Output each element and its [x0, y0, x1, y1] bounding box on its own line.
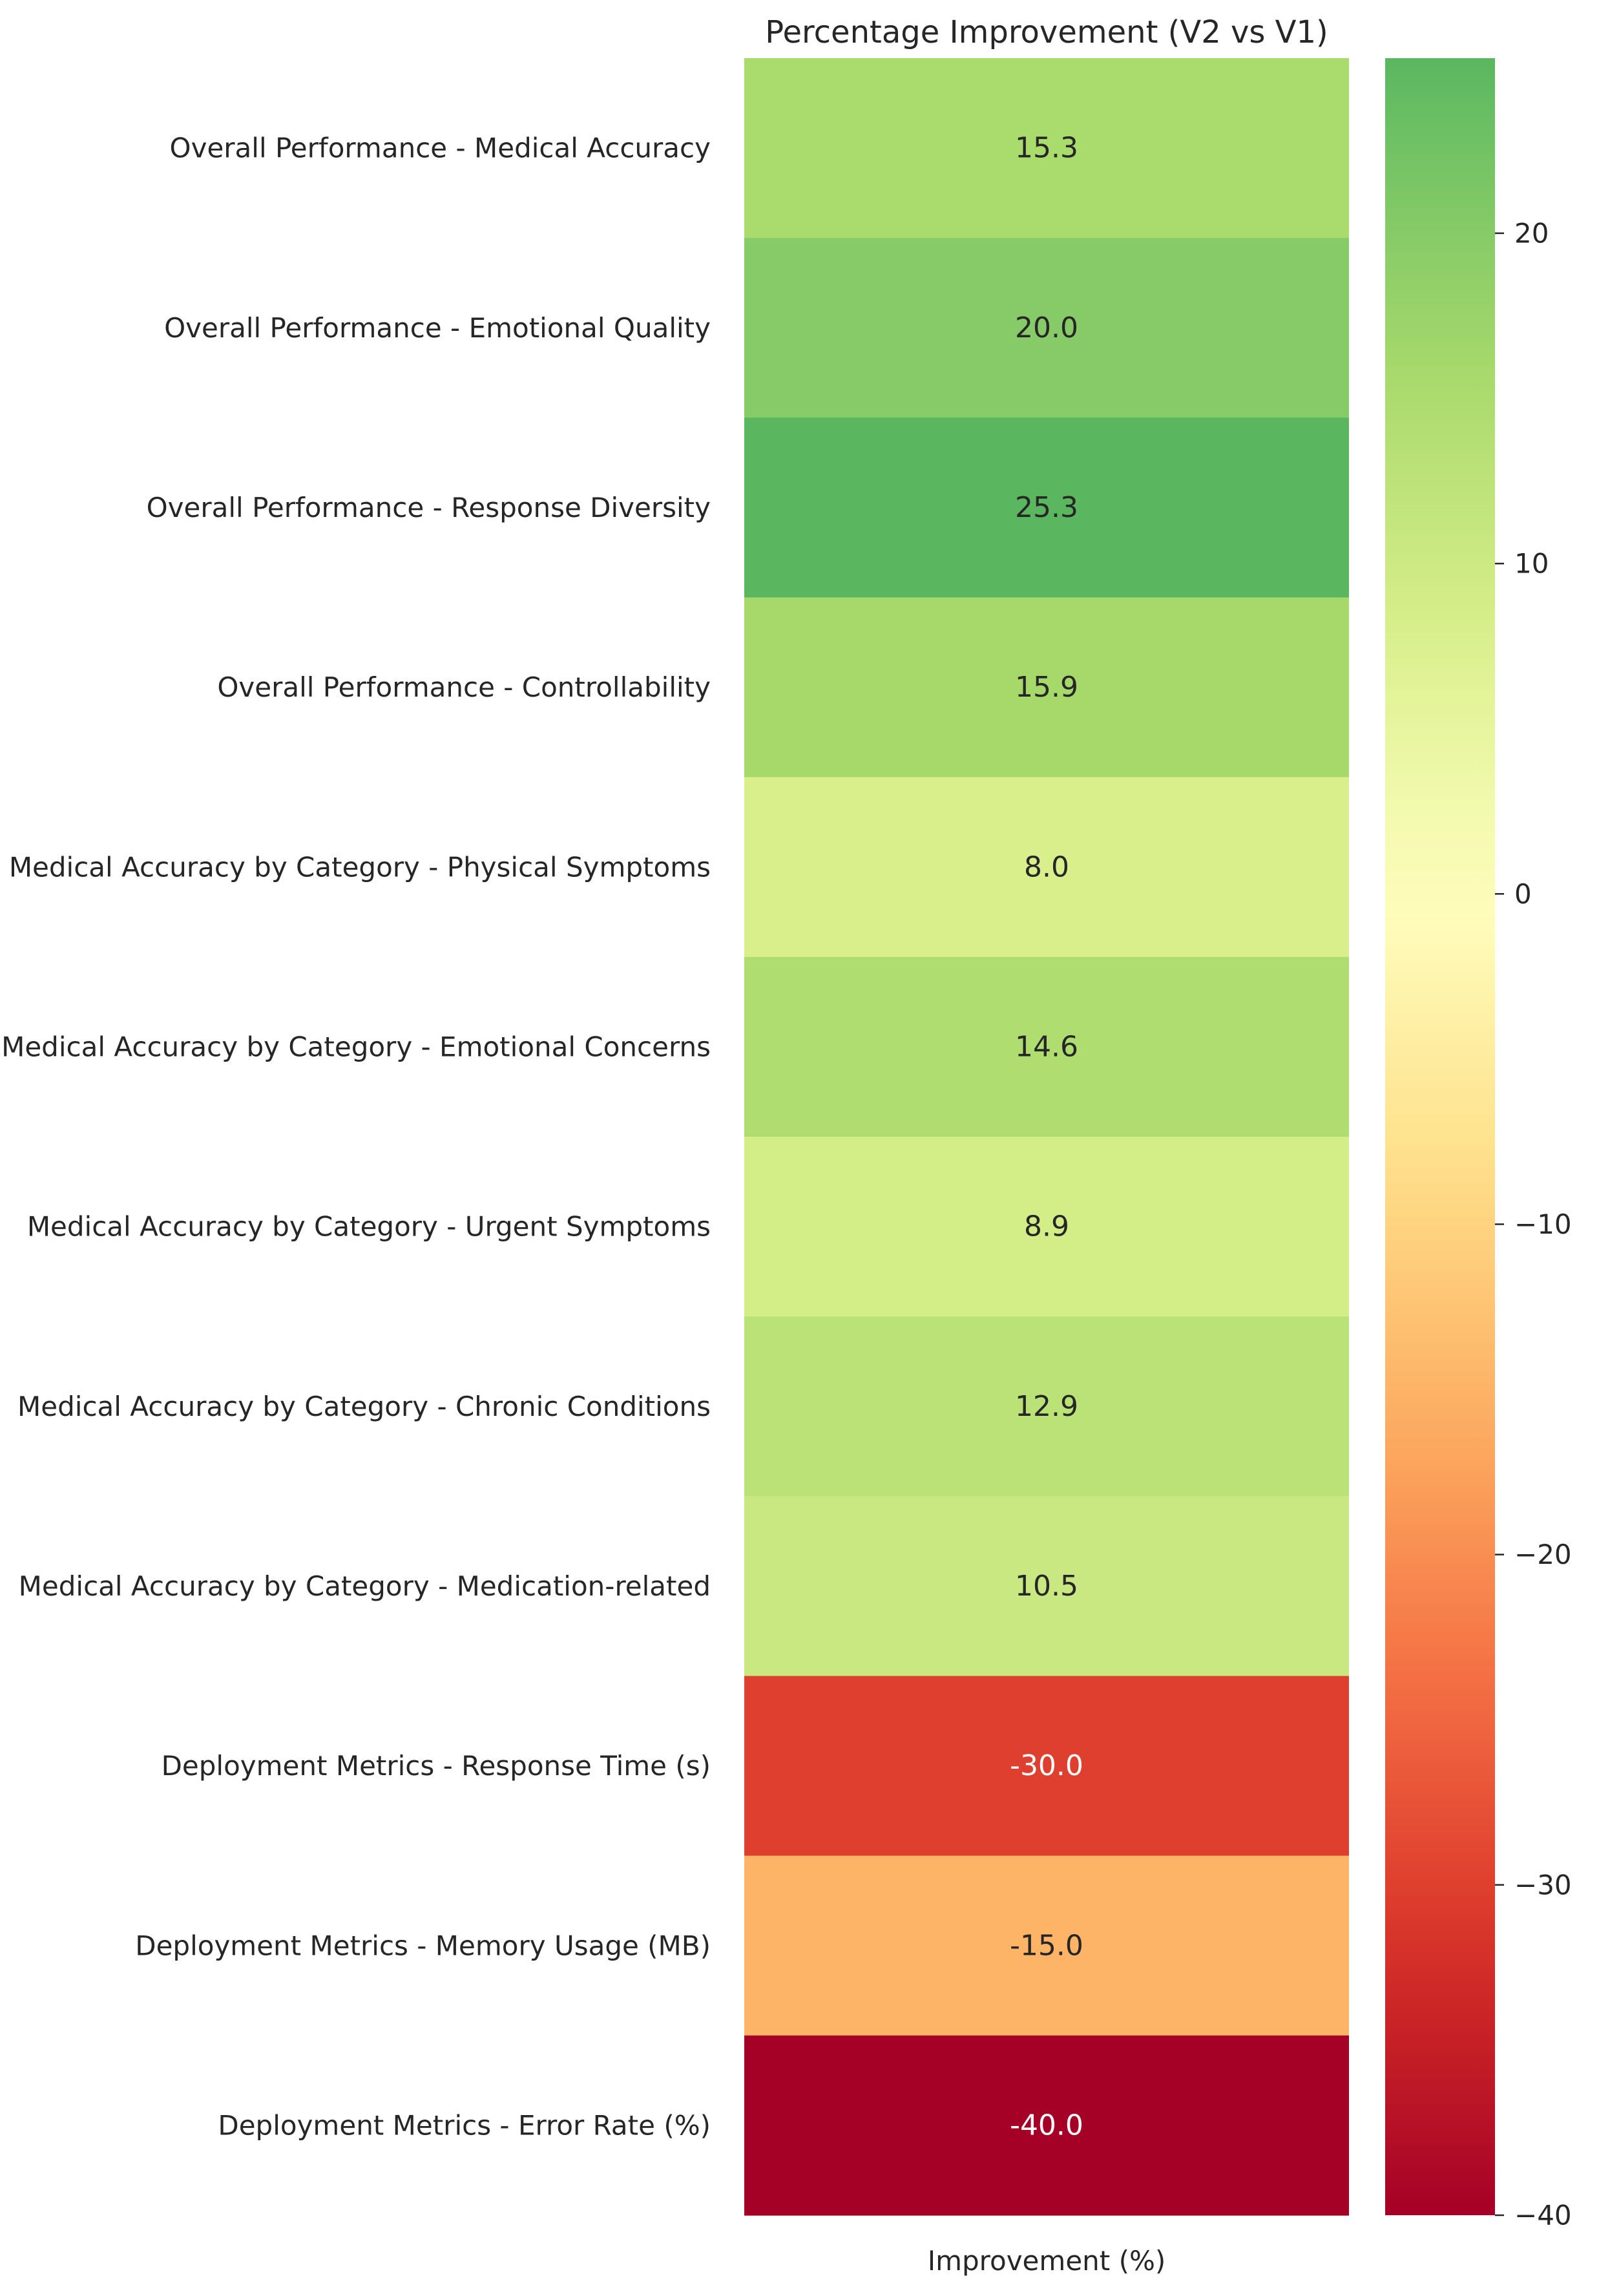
row-label: Overall Performance - Medical Accuracy — [170, 132, 711, 164]
colorbar: 20 10 0 −10 −20 −30 −40 — [1385, 58, 1572, 2231]
row-label: Medical Accuracy by Category - Urgent Sy… — [27, 1211, 711, 1243]
cell-value-label: 15.9 — [1015, 671, 1078, 704]
cell-value-label: -40.0 — [1010, 2109, 1083, 2142]
row-labels: Overall Performance - Medical Accuracy Ov… — [1, 132, 711, 2142]
row-label: Deployment Metrics - Response Time (s) — [162, 1750, 711, 1782]
colorbar-tick-label: −20 — [1514, 1539, 1572, 1570]
colorbar-tick-label: 0 — [1514, 878, 1532, 910]
colorbar-tick-label: 20 — [1514, 217, 1549, 249]
heatmap-cells: 15.3 20.0 25.3 15.9 8.0 14.6 8.9 12.9 10.5 -30.0 -… — [744, 58, 1349, 2216]
heatmap-cell — [744, 1316, 1349, 1497]
cell-value-label: 20.0 — [1015, 311, 1078, 344]
heatmap-cell — [744, 1137, 1349, 1317]
row-label: Overall Performance - Controllability — [217, 671, 711, 703]
chart-title: Percentage Improvement (V2 vs V1) — [765, 14, 1328, 50]
cell-value-label: -15.0 — [1010, 1929, 1083, 1962]
row-label: Deployment Metrics - Memory Usage (MB) — [135, 1930, 711, 1961]
row-label: Overall Performance - Response Diversity — [147, 492, 711, 523]
heatmap-cell — [744, 956, 1349, 1137]
heatmap-cell — [744, 1676, 1349, 1857]
cell-value-label: 10.5 — [1015, 1570, 1078, 1603]
cell-value-label: 14.6 — [1015, 1030, 1078, 1063]
cell-value-label: 15.3 — [1015, 132, 1078, 165]
row-label: Medical Accuracy by Category - Physical … — [9, 851, 711, 883]
heatmap-cell — [744, 1855, 1349, 2036]
heatmap-cell — [744, 1496, 1349, 1677]
colorbar-tick-label: −30 — [1514, 1869, 1572, 1901]
heatmap-cell — [744, 417, 1349, 598]
heatmap-cell — [744, 238, 1349, 418]
heatmap-cell — [744, 58, 1349, 238]
heatmap-cell — [744, 2035, 1349, 2216]
cell-value-label: 8.0 — [1024, 850, 1069, 883]
heatmap-cell — [744, 777, 1349, 958]
row-label: Overall Performance - Emotional Quality — [164, 312, 711, 344]
row-label: Medical Accuracy by Category - Emotional… — [1, 1031, 711, 1062]
row-label: Medical Accuracy by Category - Chronic C… — [17, 1391, 711, 1422]
heatmap-cell — [744, 597, 1349, 778]
row-label: Deployment Metrics - Error Rate (%) — [218, 2109, 711, 2141]
row-label: Medical Accuracy by Category - Medicatio… — [19, 1570, 711, 1602]
cell-value-label: -30.0 — [1010, 1749, 1083, 1782]
x-axis-label: Improvement (%) — [928, 2245, 1166, 2277]
cell-value-label: 12.9 — [1015, 1390, 1078, 1423]
colorbar-gradient — [1385, 58, 1495, 2215]
colorbar-tick-label: −10 — [1514, 1208, 1572, 1240]
colorbar-tick-label: 10 — [1514, 548, 1549, 580]
cell-value-label: 8.9 — [1024, 1210, 1069, 1243]
cell-value-label: 25.3 — [1015, 491, 1078, 524]
colorbar-tick-label: −40 — [1514, 2200, 1572, 2231]
